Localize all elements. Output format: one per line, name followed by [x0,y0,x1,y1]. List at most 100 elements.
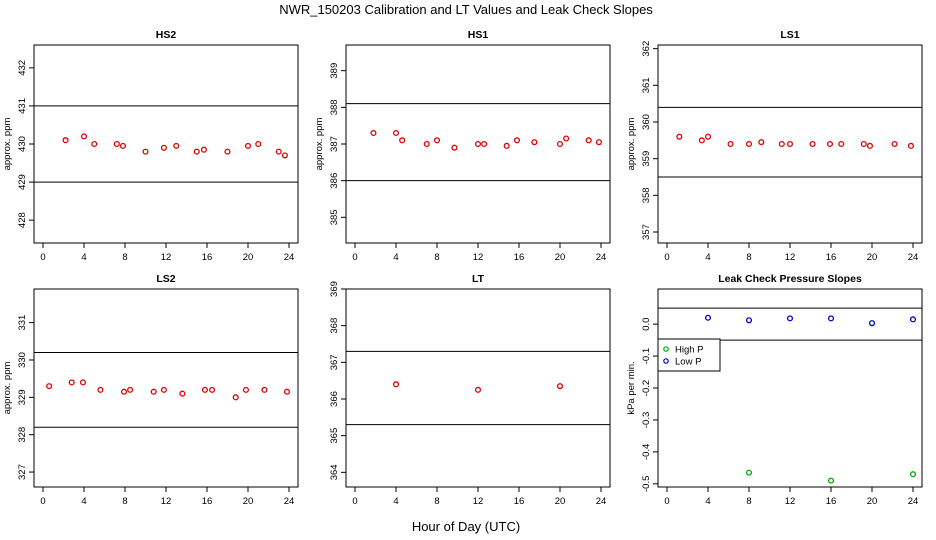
data-point [698,137,705,144]
y-tick-label: 388 [329,99,340,115]
legend-marker [663,346,669,352]
x-tick-label: 8 [434,252,439,263]
x-tick-label: 0 [352,252,357,263]
data-point [179,390,186,397]
y-tick-label: 366 [329,391,340,407]
x-tick-label: 24 [284,496,295,507]
y-axis-label: approx. ppm [314,118,325,171]
data-point [150,388,157,395]
y-tick-label: 361 [641,77,652,93]
data-point [193,148,200,155]
series-high-p [745,469,917,484]
y-tick-label: 385 [329,209,340,225]
series-low-p [704,314,917,327]
x-tick-label: 0 [664,252,669,263]
y-tick-label: 357 [641,224,652,240]
x-tick-label: 4 [393,252,398,263]
data-point [451,144,458,151]
x-tick-label: 24 [596,496,607,507]
panel-title: LT [472,273,485,285]
y-tick-label: 368 [329,318,340,334]
x-tick-label: 8 [746,496,751,507]
panel-frame [33,44,299,244]
data-point [142,148,149,155]
panel-title: LS2 [156,273,175,285]
data-point [281,152,288,159]
x-tick-label: 20 [867,252,878,263]
data-point [261,386,268,393]
y-axis-label: approx. ppm [2,362,13,415]
x-tick-label: 8 [122,496,127,507]
x-tick-label: 16 [202,496,213,507]
panel-title: HS2 [156,29,177,41]
y-tick-label: 329 [17,389,28,405]
data-point [556,383,564,390]
data-point [242,386,250,393]
legend-box [657,338,721,372]
data-point [868,320,876,327]
data-point [127,386,134,393]
y-tick-label: 386 [329,173,340,189]
y-tick-label: -0.1 [641,348,652,364]
x-tick-label: 12 [473,252,484,263]
x-tick-label: 16 [826,496,837,507]
data-point [433,137,441,144]
y-tick-label: 387 [329,136,340,152]
data-point [97,386,104,393]
data-point [778,140,785,148]
y-tick-label: 328 [17,427,28,443]
x-tick-label: 16 [826,252,837,263]
x-tick-label: 20 [243,252,254,263]
panel-frame [345,44,611,244]
figure-title: NWR_150203 Calibration and LT Values and… [279,2,653,17]
series [392,381,564,393]
data-point [283,388,291,395]
data-point [809,140,816,148]
x-tick-label: 24 [596,252,607,263]
y-tick-label: 365 [329,428,340,444]
data-point [909,316,917,323]
y-axis-label: approx. ppm [2,118,13,171]
y-tick-label: 0.0 [641,318,652,331]
data-point [727,140,734,148]
data-point [563,135,570,142]
data-point [423,140,430,148]
data-point [556,140,564,148]
x-tick-label: 20 [867,496,878,507]
data-point [46,383,53,390]
x-tick-label: 24 [284,252,295,263]
x-tick-label: 20 [243,496,254,507]
data-point [173,142,180,149]
x-tick-label: 12 [473,496,484,507]
x-tick-label: 8 [122,252,127,263]
series [46,379,291,401]
x-tick-label: 20 [555,496,566,507]
data-point [838,140,845,148]
data-point [531,139,538,146]
data-point [786,140,794,148]
panel-4: LS2 approx. ppm 0 4 8 12 16 20 24 327 328 329 330 331 [2,273,299,507]
x-tick-label: 0 [40,496,45,507]
x-tick-label: 4 [81,496,86,507]
x-tick-label: 24 [908,252,919,263]
y-tick-label: 369 [329,281,340,297]
y-tick-label: 330 [17,352,28,368]
panel-6: Leak Check Pressure Slopes kPa per min. 0 4… [626,273,923,507]
series [370,129,602,151]
data-point [255,140,262,148]
data-point [866,142,873,149]
panel-title: LS1 [780,29,799,41]
panel-frame [657,44,923,244]
x-tick-label: 24 [908,496,919,507]
y-tick-label: 429 [17,174,28,190]
data-point [232,394,239,401]
data-point [907,142,914,149]
data-point [209,386,216,393]
data-point [474,140,482,148]
data-point [244,142,252,149]
data-point [481,140,488,148]
x-tick-label: 16 [514,252,525,263]
x-tick-label: 12 [785,496,796,507]
data-point [62,137,69,144]
